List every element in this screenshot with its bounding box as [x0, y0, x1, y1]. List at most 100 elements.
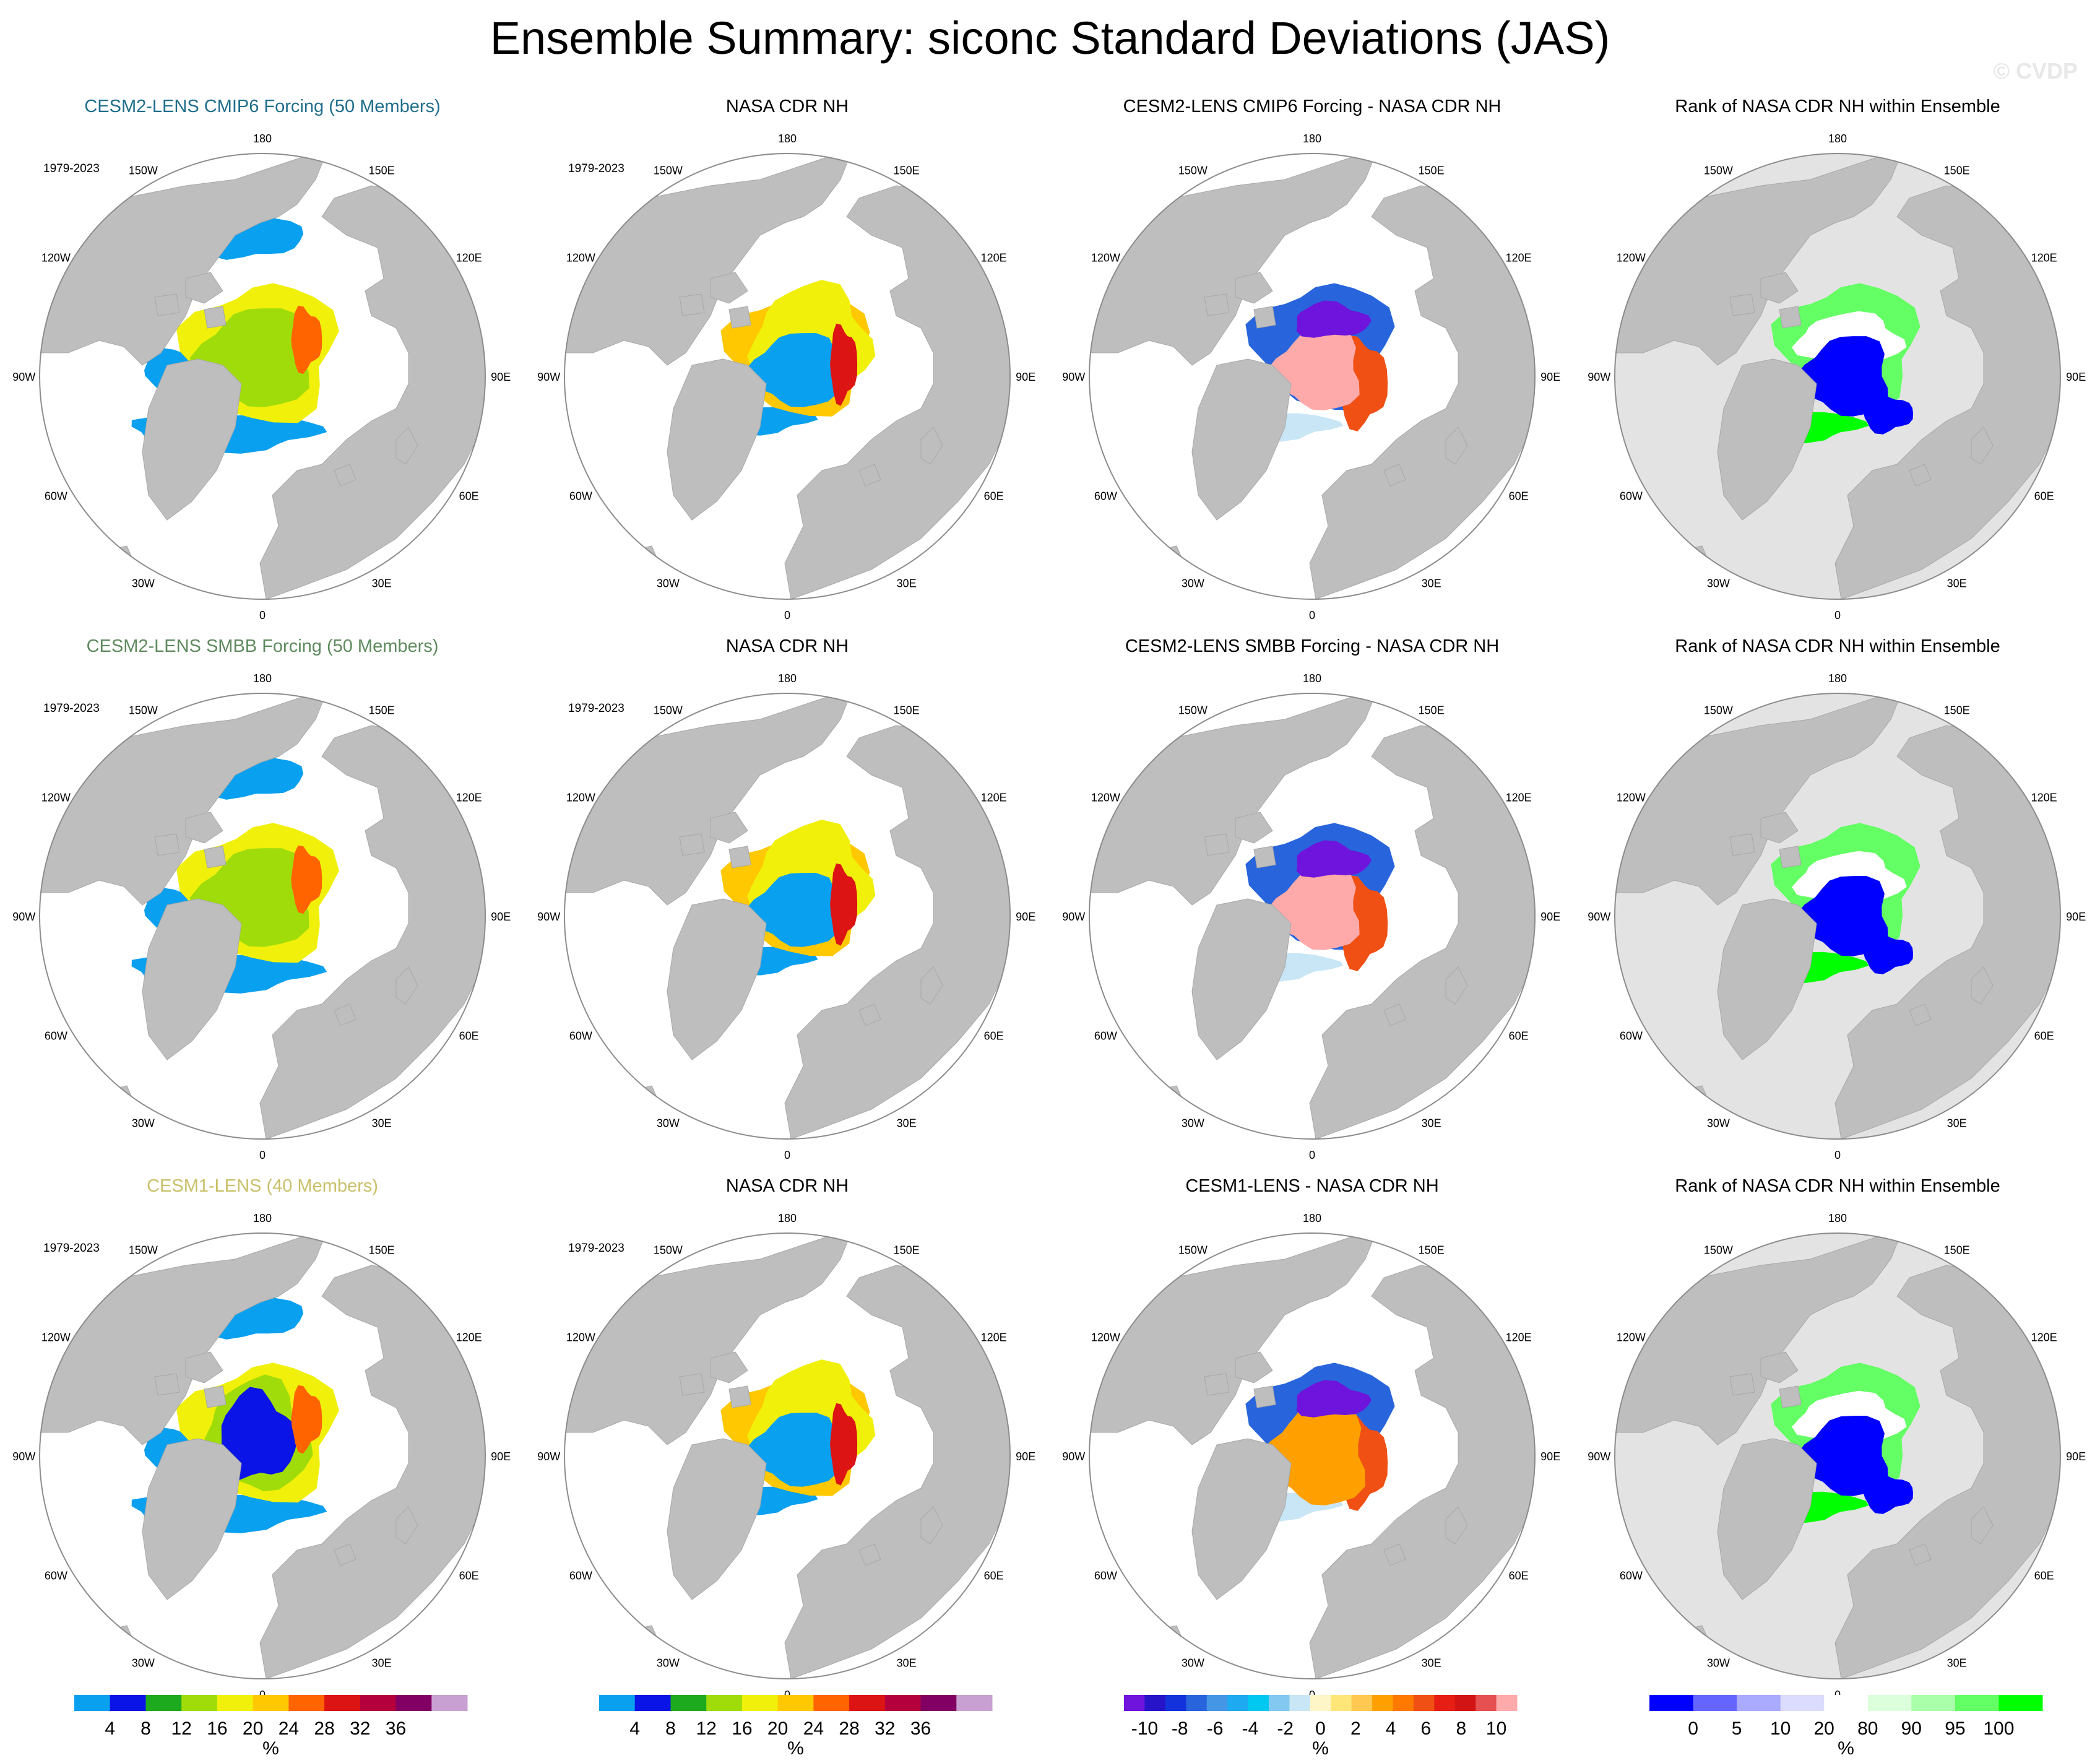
- land-mass: [1204, 1373, 1230, 1396]
- polar-map: 180 150E 120E 90E 60E 30E 0 30W 60W 90W 120W 150W 19…: [537, 672, 1035, 1161]
- longitude-label: 30E: [372, 578, 392, 590]
- longitude-label: 90E: [1016, 371, 1035, 383]
- colorbar: 0 5 10 20 80 90 95 100%: [1575, 1678, 2100, 1758]
- colorbar-swatch: [1248, 1695, 1269, 1711]
- colorbar-tick-label: 100: [1983, 1718, 2014, 1739]
- longitude-label: 90E: [2066, 1450, 2086, 1463]
- colorbar-swatch: [706, 1695, 743, 1711]
- land-mass: [334, 1003, 356, 1026]
- colorbar-swatch: [360, 1695, 396, 1711]
- longitude-label: 30W: [1182, 1117, 1204, 1130]
- longitude-label: 120E: [1506, 1331, 1532, 1343]
- land-mass: [1717, 1438, 1817, 1600]
- longitude-label: 30W: [132, 1657, 155, 1670]
- colorbar-swatch: [1780, 1695, 1825, 1711]
- sea-ice-field-core: [1795, 876, 1888, 956]
- land-mass: [1383, 1003, 1406, 1026]
- colorbar-swatch: [1186, 1695, 1208, 1711]
- sea-ice-field-edge: [830, 1403, 858, 1486]
- map-fields: [40, 693, 485, 1139]
- land-mass: [1309, 725, 1535, 1139]
- map-panel: CESM2-LENS SMBB Forcing (50 Members) 180 1…: [0, 633, 525, 1171]
- map-panel: NASA CDR NH 180 150E 120E 90E 60E 30E 0 30W 60W 90…: [525, 633, 1050, 1171]
- longitude-label: 60W: [1094, 1030, 1117, 1042]
- colorbar-swatch: [1351, 1695, 1373, 1711]
- land-mass: [1834, 725, 2060, 1139]
- colorbar-swatch: [1165, 1695, 1186, 1711]
- land-mass: [1089, 693, 1378, 906]
- longitude-label: 120W: [1617, 251, 1646, 264]
- colorbar-swatch: [1911, 1695, 1956, 1711]
- land-mass: [40, 154, 329, 366]
- longitude-label: 90W: [1588, 911, 1610, 923]
- longitude-label: 120W: [1091, 791, 1120, 804]
- map-boundary: [39, 693, 486, 1140]
- land-mass: [1253, 1385, 1276, 1408]
- longitude-label: 30E: [1947, 578, 1967, 590]
- longitude-label: 60E: [984, 1570, 1004, 1582]
- sea-ice-field-edge: [830, 323, 858, 406]
- longitude-label: 30E: [897, 1657, 917, 1670]
- longitude-label: 90E: [1016, 1450, 1035, 1463]
- land-mass: [334, 464, 356, 487]
- longitude-label: 180: [253, 132, 272, 145]
- land-mass: [1760, 1351, 1799, 1384]
- colorbar-swatch: [1227, 1695, 1248, 1711]
- land-mass: [185, 812, 223, 844]
- colorbar-swatch: [1454, 1695, 1476, 1711]
- sea-ice-field-core: [745, 333, 838, 407]
- colorbar-tick-label: 95: [1945, 1718, 1965, 1739]
- longitude-label: 180: [778, 132, 797, 145]
- longitude-label: 120W: [566, 791, 595, 804]
- colorbar-tick-label: 12: [696, 1718, 717, 1739]
- longitude-label: 150W: [1178, 1244, 1208, 1256]
- map-fields: [564, 693, 1010, 1139]
- land-mass: [259, 725, 485, 1139]
- map-panel: CESM2-LENS CMIP6 Forcing - NASA CDR NH 18…: [1050, 93, 1575, 631]
- sea-ice-field-edge: [1864, 393, 1914, 435]
- colorbar-tick-label: -10: [1131, 1718, 1158, 1739]
- longitude-label: 0: [784, 609, 790, 622]
- map-panel: Rank of NASA CDR NH within Ensemble 180 15…: [1575, 93, 2100, 631]
- colorbar-tick-label: 4: [629, 1718, 640, 1739]
- map-boundary: [39, 1232, 486, 1679]
- longitude-label: 120E: [456, 251, 482, 264]
- land-mass: [1445, 966, 1468, 1005]
- panel-title: NASA CDR NH: [725, 1176, 849, 1196]
- land-mass: [1235, 1351, 1273, 1384]
- land-mass: [1253, 306, 1276, 329]
- land-mass: [259, 185, 485, 599]
- longitude-label: 180: [778, 1212, 797, 1224]
- longitude-label: 30W: [657, 578, 680, 590]
- longitude-label: 120W: [1617, 791, 1646, 804]
- land-mass: [1834, 1265, 2060, 1679]
- colorbar-svg: 4 8 12 16 20 24 28 32 36%: [599, 1695, 993, 1758]
- colorbar-swatch: [670, 1695, 707, 1711]
- land-mass: [1779, 306, 1802, 329]
- longitude-label: 150E: [1419, 164, 1445, 176]
- longitude-label: 150E: [894, 704, 920, 716]
- land-mass: [1729, 833, 1755, 856]
- land-mass: [334, 1543, 356, 1566]
- land-mass: [858, 464, 881, 487]
- land-mass: [1191, 898, 1292, 1060]
- land-mass: [564, 154, 853, 366]
- colorbar-swatch: [1289, 1695, 1311, 1711]
- colorbar-unit: %: [1312, 1738, 1329, 1758]
- longitude-label: 90W: [1588, 1450, 1610, 1463]
- colorbar-swatch: [813, 1695, 850, 1711]
- longitude-label: 90E: [491, 371, 511, 383]
- land-mass: [1615, 154, 1904, 366]
- colorbar-tick-label: -6: [1207, 1718, 1224, 1739]
- colorbar-tick-label: 32: [350, 1718, 370, 1739]
- land-mass: [1191, 1438, 1292, 1600]
- longitude-label: 0: [259, 609, 266, 622]
- colorbar-tick-label: 20: [243, 1718, 263, 1739]
- longitude-label: 120E: [456, 1331, 482, 1343]
- longitude-label: 90E: [1540, 911, 1560, 923]
- colorbar-svg: 4 8 12 16 20 24 28 32 36%: [74, 1695, 468, 1758]
- longitude-label: 60E: [2034, 1570, 2054, 1582]
- land-mass: [40, 693, 329, 906]
